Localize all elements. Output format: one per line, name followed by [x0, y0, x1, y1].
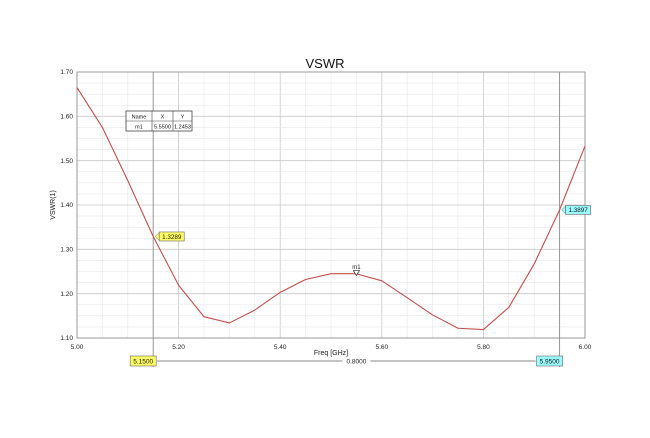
- cursor-y-value-2: 1.3897: [568, 207, 588, 214]
- y-tick-label: 1.10: [60, 335, 73, 342]
- cursor-x-value-2: 5.9500: [540, 358, 560, 365]
- marker-table[interactable]: Name X Y m1 5.5500 1.2453: [125, 110, 193, 132]
- marker-table-cell-x: 5.5500: [154, 125, 171, 131]
- cursor-x-flag-2[interactable]: [536, 355, 563, 367]
- grid: [77, 72, 585, 338]
- y-tick-label: 1.20: [60, 291, 73, 298]
- y-tick-label: 1.50: [60, 158, 73, 165]
- plot-area: [76, 71, 586, 339]
- series-line-1: [76, 87, 586, 331]
- x-axis-label: Freq [GHz]: [314, 350, 348, 357]
- cursors[interactable]: 5.1500 1.3289 5.9500 1.3897 0.8000: [129, 72, 591, 367]
- cursor-x-flag-1[interactable]: [129, 355, 157, 367]
- cursor-y-pointer-1: [154, 231, 160, 242]
- chart-title: VSWR: [306, 56, 345, 71]
- y-axis-label: VSWR(1): [50, 190, 57, 220]
- x-tick-label: 5.60: [375, 344, 388, 351]
- markers[interactable]: m1: [352, 265, 361, 277]
- cursor-y-pointer-2: [561, 205, 566, 215]
- delta-value: 0.8000: [346, 358, 366, 365]
- x-tick-label: 5.00: [71, 344, 84, 351]
- x-tick-label: 6.00: [579, 344, 592, 351]
- marker-table-cell-name: m1: [135, 125, 143, 131]
- y-tick-label: 1.40: [60, 202, 73, 209]
- cursor-x-value-1: 5.1500: [133, 358, 153, 365]
- cursor-y-flag-2[interactable]: [565, 205, 591, 215]
- x-tick-label: 5.80: [477, 344, 490, 351]
- delta-label-bg: [342, 356, 371, 366]
- marker-m1-triangle[interactable]: [352, 270, 361, 277]
- x-tick-label: 5.20: [172, 344, 185, 351]
- cursor-y-flag-1[interactable]: [158, 231, 185, 242]
- x-tick-label: 5.40: [274, 344, 287, 351]
- marker-table-header-name: Name: [132, 115, 147, 121]
- axis-ticks: 5.00 5.20 5.40 5.60 5.80 6.00 1.10 1.20 1.30 1.40…: [60, 69, 591, 351]
- marker-table-header-y: Y: [181, 115, 185, 121]
- marker-table-cell-y: 1.2453: [174, 125, 191, 131]
- marker-table-header-x: X: [161, 115, 165, 121]
- marker-m1-label: m1: [352, 265, 361, 271]
- y-tick-label: 1.70: [60, 69, 73, 76]
- y-tick-label: 1.30: [60, 247, 73, 254]
- cursor-y-value-1: 1.3289: [162, 234, 182, 241]
- series: [76, 87, 586, 331]
- y-tick-label: 1.60: [60, 114, 73, 121]
